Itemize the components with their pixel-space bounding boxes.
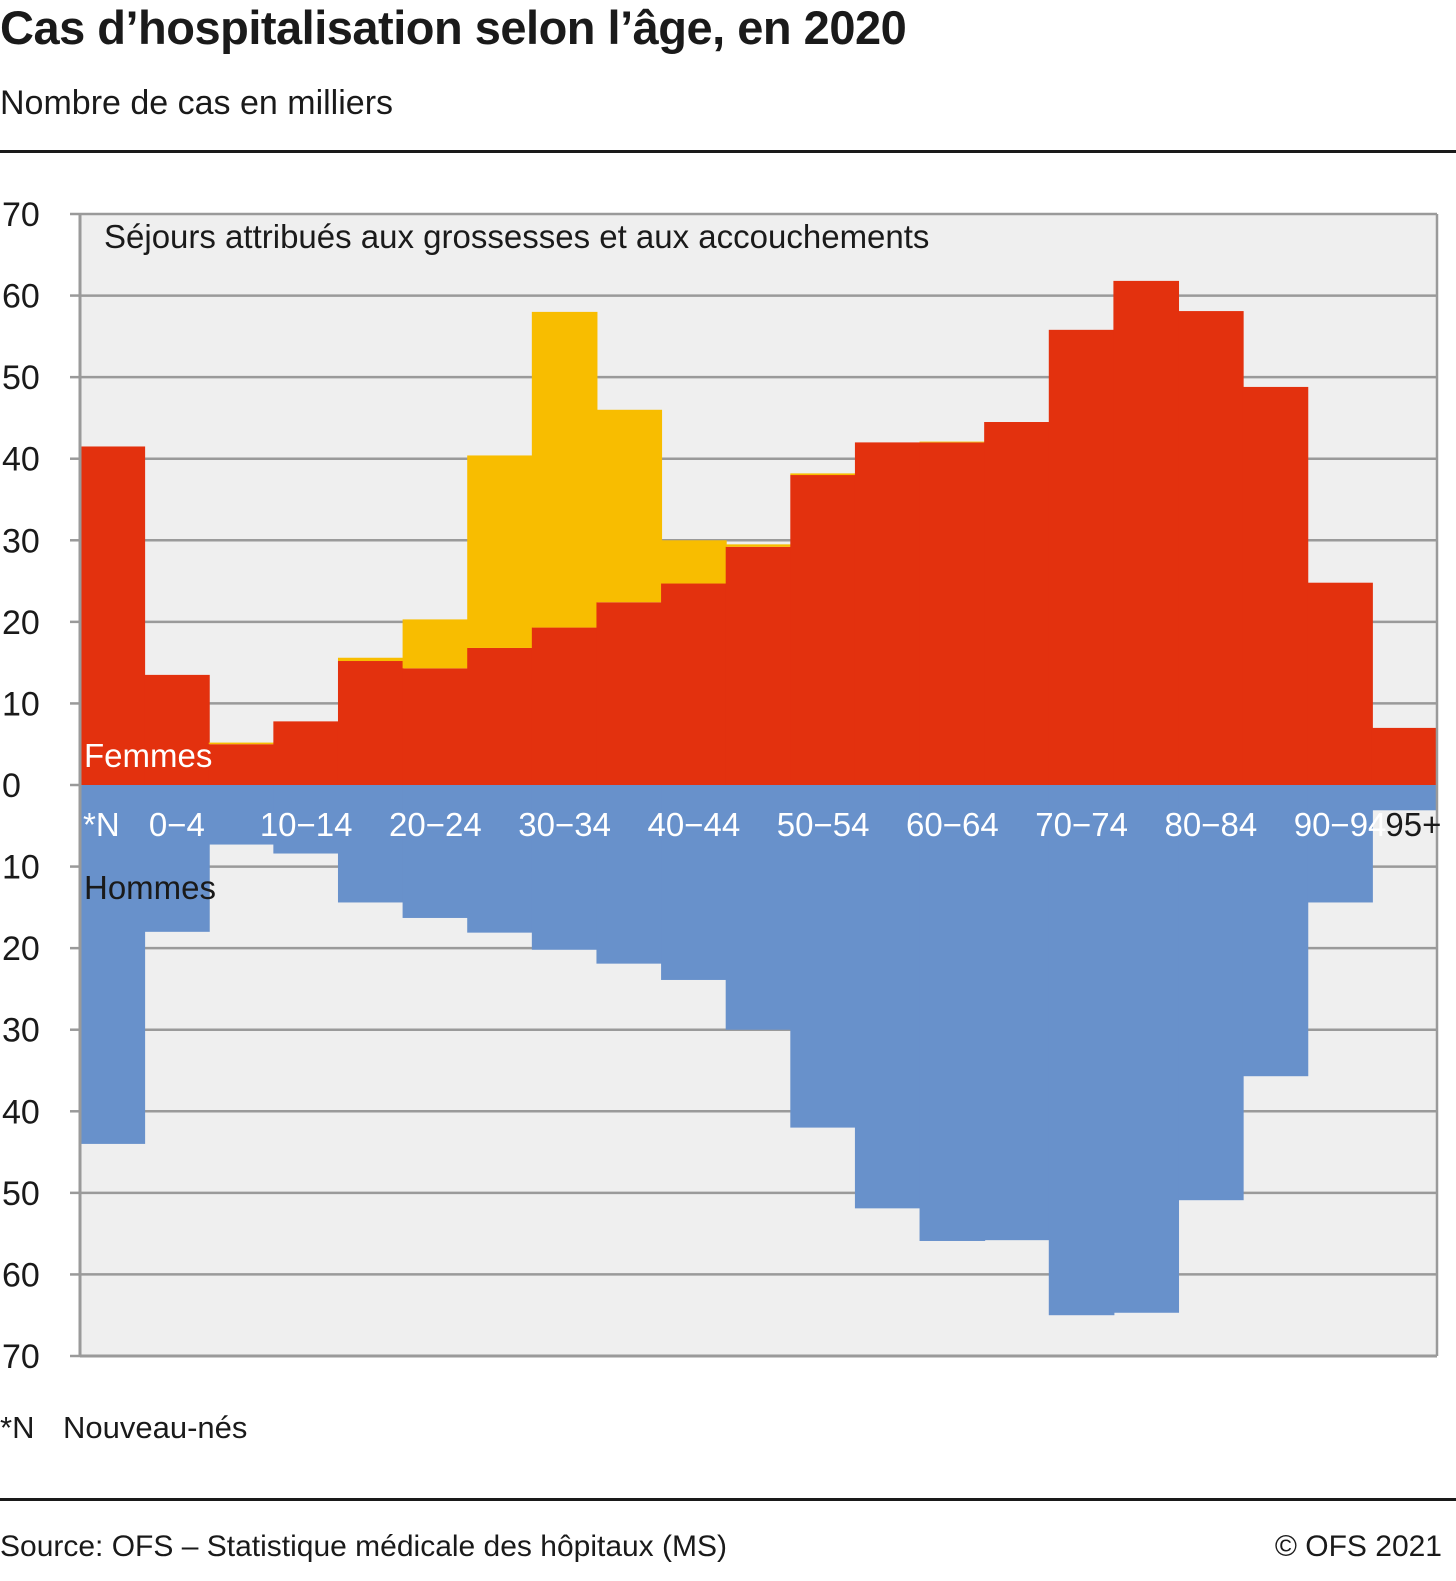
y-tick-label: 60 bbox=[2, 278, 40, 316]
copyright: © OFS 2021 bbox=[1274, 1530, 1442, 1563]
bar-femmes bbox=[1242, 386, 1309, 785]
x-tick-label: 80−84 bbox=[1164, 806, 1257, 843]
x-tick-label: *N bbox=[83, 806, 120, 843]
y-tick-label: 40 bbox=[2, 441, 40, 479]
bar-femmes bbox=[79, 446, 146, 785]
y-tick-label: 10 bbox=[2, 849, 40, 887]
top-divider bbox=[0, 150, 1456, 153]
x-tick-label: 95+ bbox=[1385, 806, 1441, 843]
y-tick-label: 60 bbox=[2, 1256, 40, 1294]
bar-femmes bbox=[854, 442, 921, 785]
bar-hommes bbox=[79, 785, 146, 1144]
bar-grossesses bbox=[596, 409, 663, 603]
bar-hommes bbox=[1048, 785, 1115, 1316]
x-tick-label: 10−14 bbox=[260, 806, 353, 843]
bar-hommes bbox=[1178, 785, 1244, 1201]
bar-hommes bbox=[984, 785, 1050, 1241]
bar-hommes bbox=[725, 785, 792, 1030]
bar-femmes bbox=[1048, 329, 1115, 785]
bar-femmes bbox=[531, 627, 598, 785]
bar-hommes bbox=[1307, 785, 1373, 903]
bar-grossesses bbox=[208, 742, 275, 745]
bar-femmes bbox=[337, 661, 404, 785]
bar-femmes bbox=[661, 583, 727, 785]
bar-hommes bbox=[1371, 785, 1438, 811]
bar-hommes bbox=[854, 785, 921, 1209]
y-tick-label: 50 bbox=[2, 359, 40, 397]
y-tick-label: 10 bbox=[2, 685, 40, 723]
label-hommes: Hommes bbox=[84, 869, 216, 906]
bar-grossesses bbox=[337, 657, 404, 662]
x-tick-label: 30−34 bbox=[518, 806, 611, 843]
chart: 70 60 50 40 30 20 10 0 10 20 30 40 50 60 70 *N 0−4 10−14 2… bbox=[2, 196, 1441, 1376]
x-tick-label: 70−74 bbox=[1035, 806, 1128, 843]
footnote-code: *N bbox=[0, 1410, 35, 1445]
bar-grossesses bbox=[531, 311, 598, 628]
bar-femmes bbox=[144, 674, 210, 785]
bar-hommes bbox=[1113, 785, 1180, 1313]
source-note: Source: OFS – Statistique médicale des h… bbox=[0, 1530, 728, 1563]
bar-femmes bbox=[725, 546, 792, 785]
bar-hommes bbox=[273, 785, 339, 854]
bar-femmes bbox=[467, 647, 533, 785]
bar-grossesses bbox=[402, 619, 469, 669]
bar-femmes bbox=[402, 668, 469, 785]
y-tick-label: 0 bbox=[2, 767, 21, 805]
y-tick-label: 30 bbox=[2, 522, 40, 560]
x-tick-label: 40−44 bbox=[648, 806, 741, 843]
bar-femmes bbox=[1307, 582, 1373, 785]
bar-hommes bbox=[596, 785, 663, 964]
bar-femmes bbox=[1178, 311, 1244, 785]
bar-grossesses bbox=[919, 441, 986, 443]
footnote-text: Nouveau-nés bbox=[63, 1410, 248, 1445]
y-tick-label: 30 bbox=[2, 1012, 40, 1050]
x-tick-label: 60−64 bbox=[906, 806, 999, 843]
y-tick-label: 20 bbox=[2, 604, 40, 642]
x-tick-label: 50−54 bbox=[777, 806, 870, 843]
bottom-divider bbox=[0, 1498, 1456, 1501]
y-tick-label: 40 bbox=[2, 1093, 40, 1131]
y-tick-label: 50 bbox=[2, 1175, 40, 1213]
bar-femmes bbox=[208, 744, 275, 785]
bar-hommes bbox=[661, 785, 727, 980]
bar-hommes bbox=[919, 785, 986, 1241]
labels: 70 60 50 40 30 20 10 0 10 20 30 40 50 60 70 *N 0−4 10−14 2… bbox=[2, 196, 1441, 1376]
x-tick-label: 20−24 bbox=[389, 806, 482, 843]
chart-title: Cas d’hospitalisation selon l’âge, en 20… bbox=[0, 1, 907, 54]
bar-femmes bbox=[790, 475, 856, 785]
y-tick-label: 70 bbox=[2, 1338, 40, 1376]
bar-hommes bbox=[1242, 785, 1309, 1077]
label-femmes: Femmes bbox=[84, 737, 212, 774]
bar-grossesses bbox=[661, 540, 727, 584]
x-tick-label: 90−94 bbox=[1294, 806, 1387, 843]
x-tick-label: 0−4 bbox=[149, 806, 205, 843]
bar-grossesses bbox=[790, 473, 856, 476]
bars bbox=[79, 280, 1438, 1316]
bar-hommes bbox=[337, 785, 404, 903]
bar-femmes bbox=[919, 442, 986, 785]
bar-femmes bbox=[984, 422, 1050, 785]
chart-subtitle: Nombre de cas en milliers bbox=[0, 84, 394, 122]
bar-femmes bbox=[273, 721, 339, 785]
bar-hommes bbox=[531, 785, 598, 950]
bar-femmes bbox=[596, 602, 663, 785]
bar-hommes bbox=[790, 785, 856, 1128]
label-grossesses: Séjours attribués aux grossesses et aux … bbox=[104, 218, 929, 255]
bar-hommes bbox=[208, 785, 275, 845]
footnote: *N Nouveau-nés bbox=[0, 1410, 247, 1446]
y-tick-label: 70 bbox=[2, 196, 40, 234]
plot-frame bbox=[78, 212, 1439, 1358]
bar-grossesses bbox=[725, 544, 792, 547]
bar-hommes bbox=[144, 785, 210, 932]
y-tick-label: 20 bbox=[2, 930, 40, 968]
bar-hommes bbox=[402, 785, 469, 918]
bar-femmes bbox=[1113, 280, 1180, 785]
bar-femmes bbox=[1371, 727, 1438, 785]
bar-hommes bbox=[467, 785, 533, 933]
bar-grossesses bbox=[467, 455, 533, 648]
